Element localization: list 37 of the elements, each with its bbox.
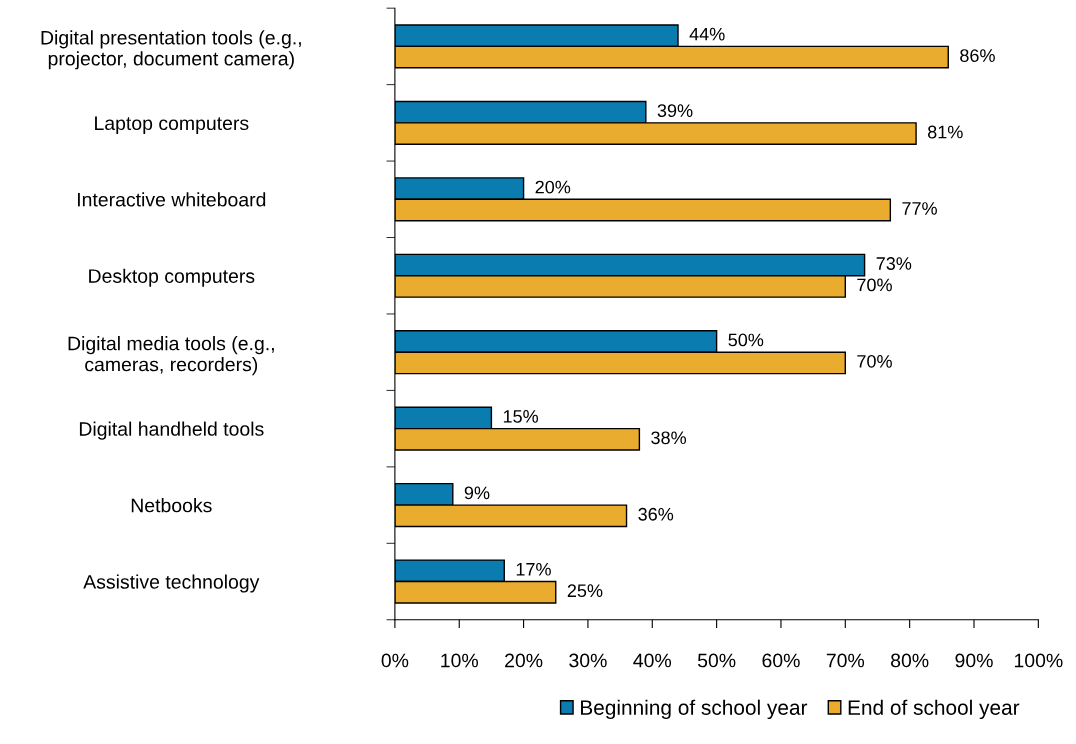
x-tick-label: 80% (891, 653, 929, 668)
x-tick-label: 40% (633, 653, 672, 668)
x-tick-label: 50% (697, 653, 736, 668)
legend-label: Beginning of school year (581, 699, 808, 720)
y-tick-label: Desktop computers (89, 268, 255, 287)
x-tick-label: 90% (955, 653, 993, 668)
data-label: 86% (960, 49, 995, 62)
data-label: 73% (876, 257, 912, 270)
data-label: 9% (464, 486, 490, 500)
y-tick-label: Assistive technology (83, 574, 260, 593)
data-label: 50% (728, 333, 764, 347)
y-tick-label: Digital media tools (e.g., cameras, recorders) (68, 336, 274, 376)
data-label: 36% (638, 507, 674, 521)
x-tick-label: 70% (826, 653, 865, 668)
x-tick-label: 100% (1014, 653, 1063, 668)
x-tick-label: 30% (569, 653, 607, 668)
y-tick-label: Digital presentation tools (e.g., projector, document camera) (41, 30, 301, 70)
data-label: 25% (567, 584, 603, 598)
data-label: 70% (857, 354, 892, 368)
data-label: 70% (857, 278, 892, 292)
data-label: 20% (535, 180, 571, 194)
y-tick-label: Netbooks (131, 498, 212, 513)
data-label: 81% (927, 125, 963, 139)
data-label: 44% (689, 27, 725, 41)
legend-label: End of school year (848, 699, 1020, 720)
y-tick-label: Interactive whiteboard (77, 192, 266, 207)
x-tick-label: 10% (441, 653, 478, 668)
y-tick-label: Laptop computers (95, 116, 249, 134)
data-label: 15% (503, 410, 539, 423)
data-label: 39% (657, 104, 693, 117)
data-label: 17% (516, 562, 551, 576)
data-label: 77% (902, 202, 937, 215)
x-tick-label: 60% (762, 653, 800, 668)
x-tick-label: 20% (505, 653, 543, 668)
x-tick-label: 0% (381, 653, 409, 668)
data-label: 38% (651, 431, 687, 445)
y-tick-label: Digital handheld tools (79, 421, 264, 440)
